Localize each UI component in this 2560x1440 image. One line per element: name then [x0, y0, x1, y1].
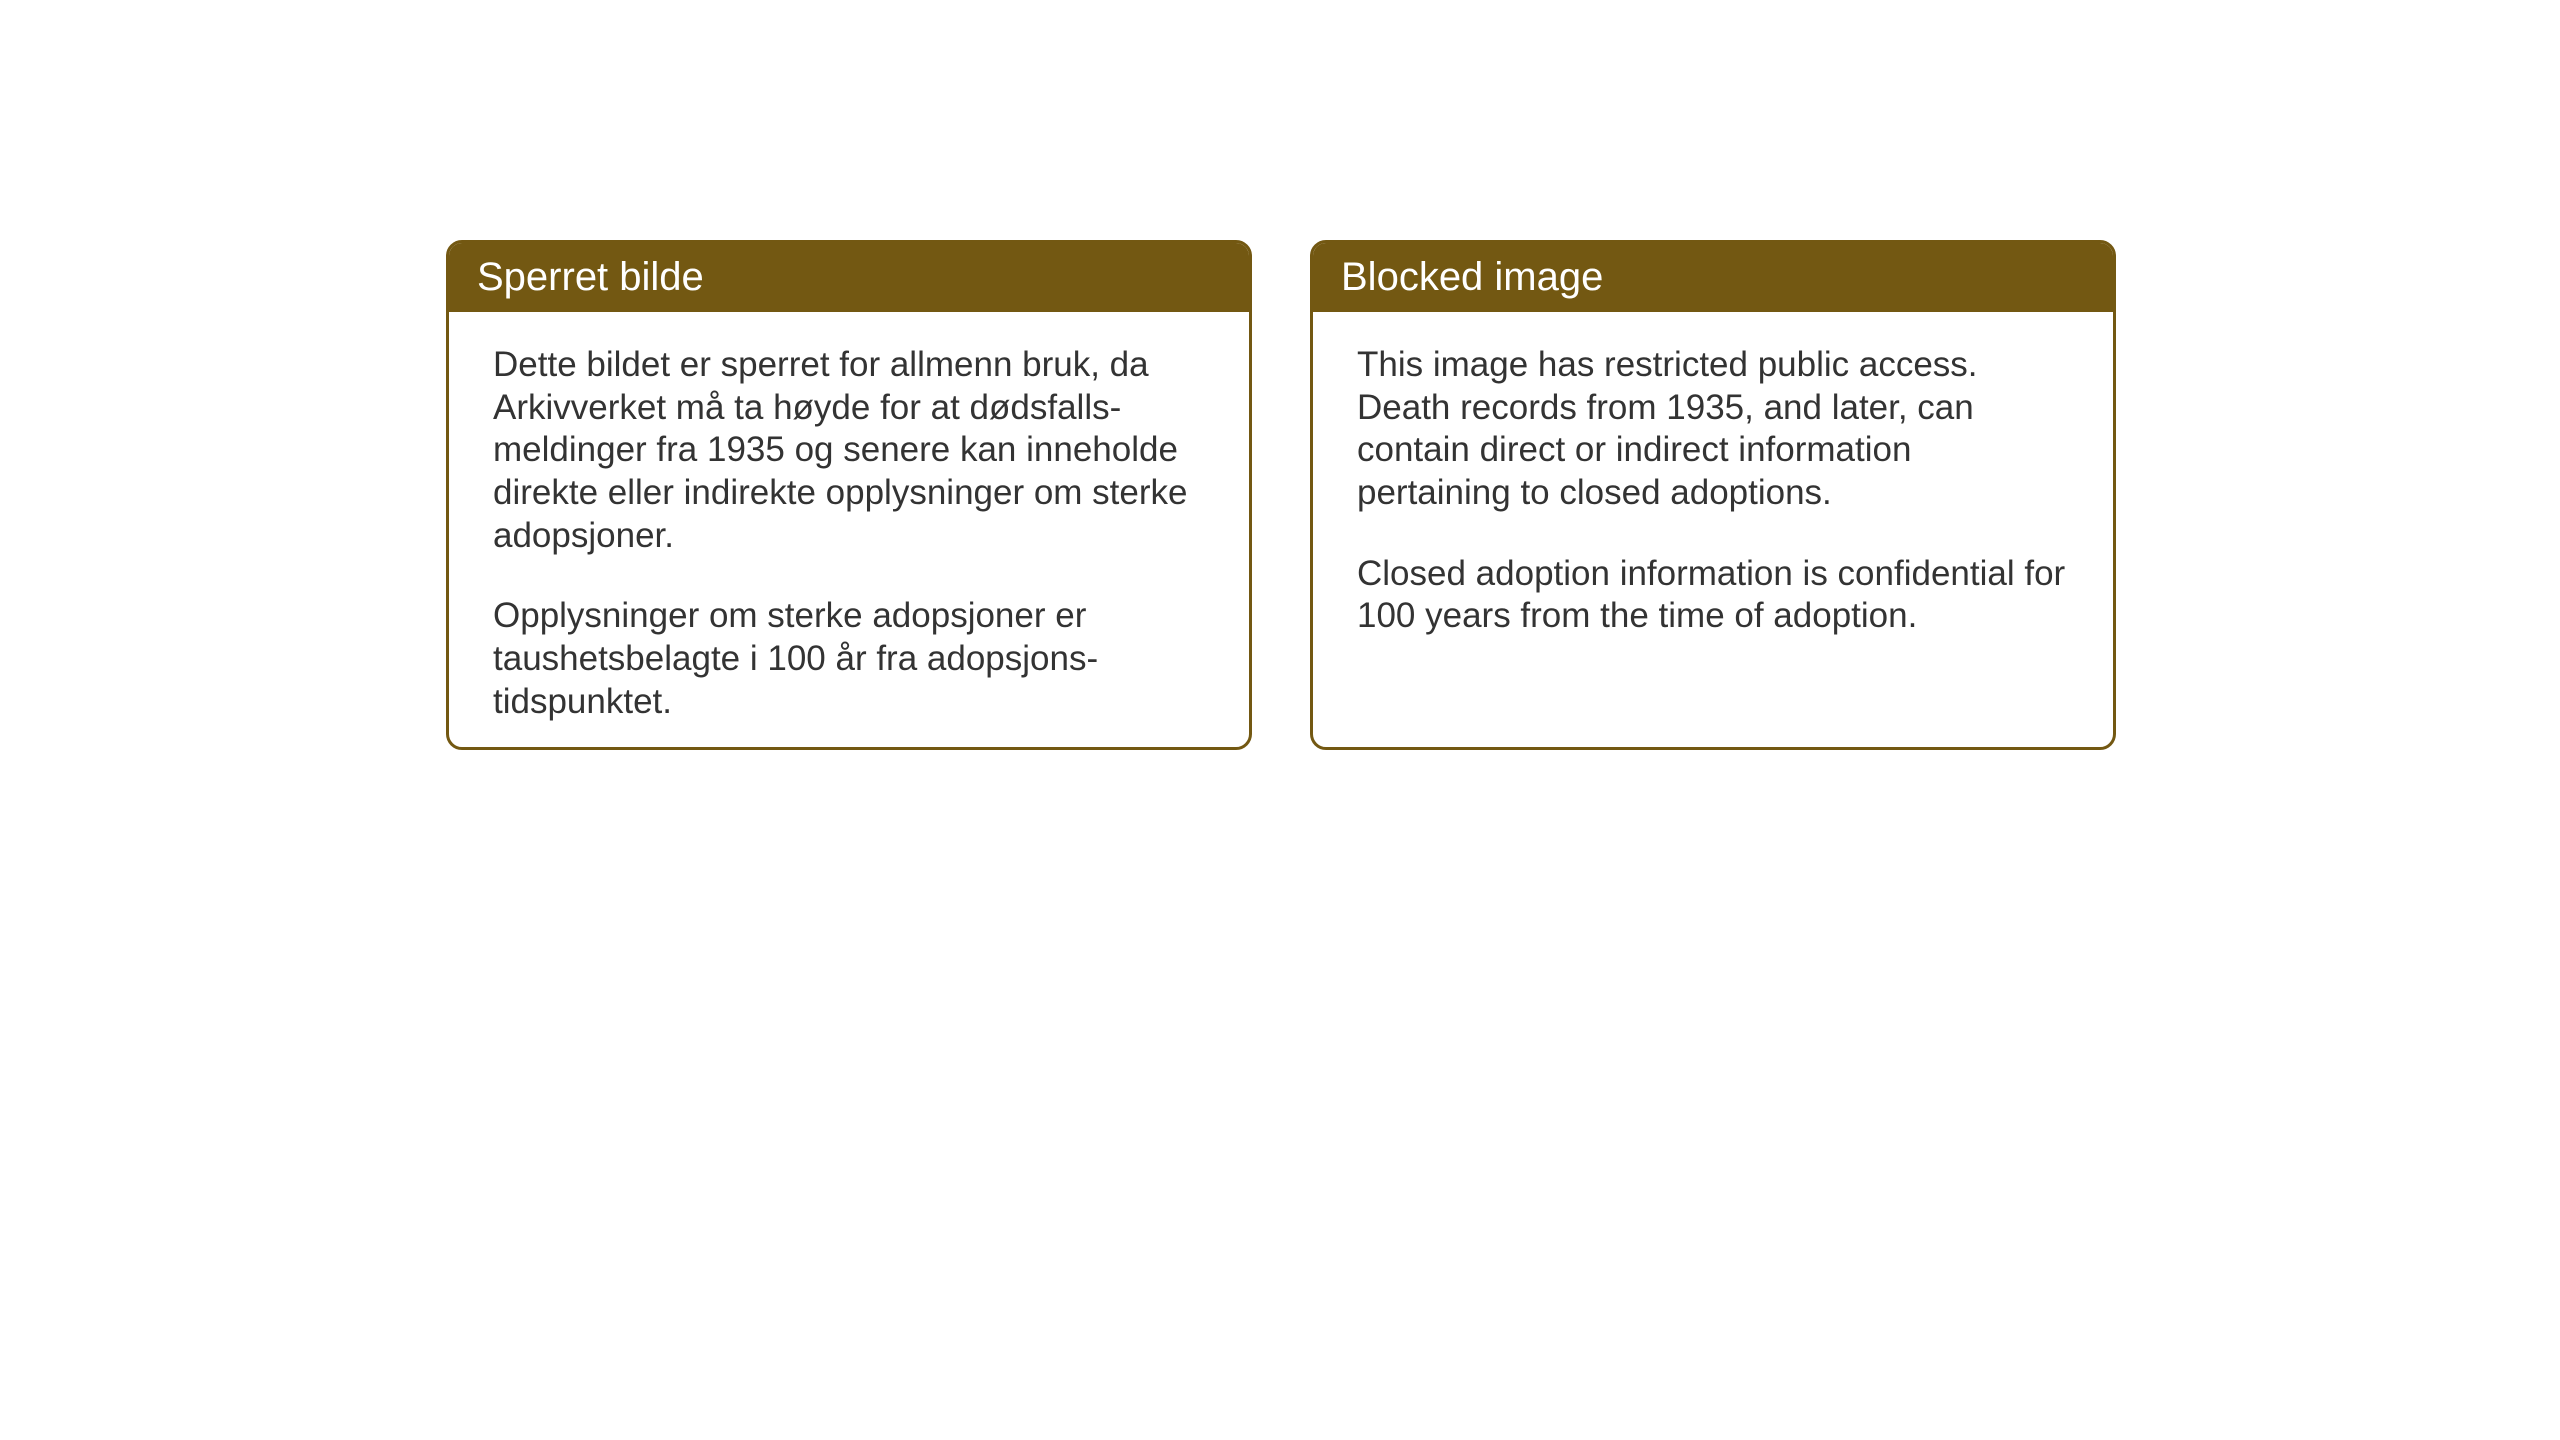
english-paragraph-2: Closed adoption information is confident… — [1357, 553, 2069, 638]
norwegian-panel-header: Sperret bilde — [449, 243, 1249, 312]
norwegian-panel-body: Dette bildet er sperret for allmenn bruk… — [449, 312, 1249, 750]
norwegian-paragraph-1: Dette bildet er sperret for allmenn bruk… — [493, 344, 1205, 557]
english-paragraph-1: This image has restricted public access.… — [1357, 344, 2069, 515]
english-panel: Blocked image This image has restricted … — [1310, 240, 2116, 750]
notice-container: Sperret bilde Dette bildet er sperret fo… — [446, 240, 2116, 750]
norwegian-paragraph-2: Opplysninger om sterke adopsjoner er tau… — [493, 595, 1205, 723]
english-panel-body: This image has restricted public access.… — [1313, 312, 2113, 670]
english-title: Blocked image — [1341, 255, 1603, 299]
norwegian-panel: Sperret bilde Dette bildet er sperret fo… — [446, 240, 1252, 750]
norwegian-title: Sperret bilde — [477, 255, 704, 299]
english-panel-header: Blocked image — [1313, 243, 2113, 312]
